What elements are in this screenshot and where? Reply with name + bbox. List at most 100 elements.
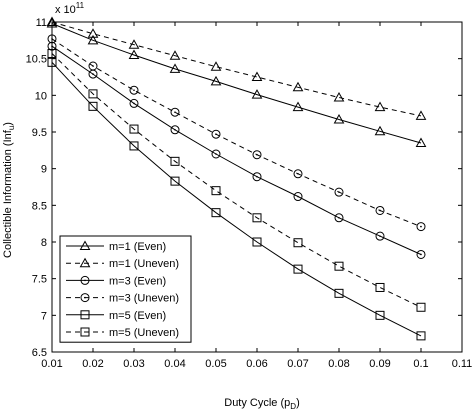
data-point — [375, 282, 385, 292]
data-point — [293, 192, 303, 202]
data-point — [128, 39, 140, 49]
data-point-dot — [297, 195, 299, 198]
data-point — [293, 238, 303, 248]
legend-label: m=3 (Uneven) — [109, 293, 179, 305]
data-point — [169, 50, 181, 60]
y-axis-label-close: ) — [2, 122, 14, 126]
data-point — [375, 310, 385, 320]
x-axis-label-close: ) — [296, 397, 300, 409]
x-tick-label: 0.1 — [413, 358, 428, 370]
series-line — [51, 21, 422, 117]
data-point — [129, 98, 139, 108]
data-point-dot — [338, 217, 340, 219]
data-point — [375, 205, 385, 215]
x-tick-label: 0.07 — [287, 358, 308, 370]
series-2 — [46, 16, 427, 120]
data-point — [211, 149, 221, 159]
data-point — [170, 156, 180, 166]
series-line — [51, 38, 422, 228]
data-point — [170, 176, 180, 186]
x-tick-label: 0.03 — [123, 358, 144, 370]
data-point — [374, 125, 386, 136]
legend-entry: m=3 (Uneven) — [66, 293, 179, 305]
data-point — [415, 110, 427, 120]
data-point — [334, 213, 344, 223]
data-point — [88, 101, 98, 111]
data-point-dot — [420, 253, 422, 256]
data-point — [210, 75, 222, 86]
data-point — [129, 124, 139, 134]
data-point-dot — [338, 191, 340, 193]
data-point — [169, 63, 181, 73]
legend-marker — [80, 275, 90, 285]
y-tick-label: 9.5 — [32, 127, 47, 139]
legend-entry: m=3 (Even) — [66, 275, 166, 287]
data-point — [375, 231, 385, 241]
data-point — [170, 107, 180, 117]
data-point — [128, 49, 140, 59]
data-point — [87, 34, 99, 45]
data-point — [211, 208, 221, 218]
data-point-dot — [51, 45, 53, 47]
data-point — [293, 169, 303, 179]
legend-marker — [80, 327, 90, 337]
data-point — [87, 28, 99, 38]
data-point — [333, 114, 345, 124]
data-point-dot — [133, 102, 135, 105]
data-point — [47, 34, 57, 44]
x-tick-label: 0.02 — [82, 358, 103, 370]
y-multiplier-exponent: 11 — [76, 1, 85, 10]
data-point — [47, 41, 57, 51]
legend-label: m=1 (Uneven) — [109, 258, 179, 270]
data-point — [252, 150, 262, 160]
data-point — [416, 249, 426, 259]
data-point-dot — [133, 89, 135, 91]
data-point — [46, 16, 58, 26]
series-6 — [47, 49, 426, 312]
data-point — [416, 302, 426, 312]
data-point-dot — [379, 235, 381, 237]
legend: m=1 (Even) m=1 (Uneven) m=3 (Even) m=3 (Une… — [59, 235, 192, 343]
data-point — [129, 85, 139, 95]
series-line — [51, 23, 422, 144]
data-point-dot — [379, 209, 381, 212]
y-multiplier-base: x 10 — [55, 4, 76, 16]
data-point — [416, 222, 426, 232]
legend-label: m=5 (Even) — [109, 310, 166, 322]
data-point — [293, 264, 303, 274]
legend-label: m=1 (Even) — [109, 241, 166, 253]
data-point-dot — [174, 111, 176, 113]
data-point-dot — [256, 175, 258, 178]
y-axis-label-sub: u — [7, 126, 16, 130]
legend-label: m=3 (Even) — [109, 275, 166, 287]
y-tick-label: 11 — [36, 17, 47, 29]
y-tick-label: 7.5 — [32, 274, 47, 286]
x-tick-label: 0.08 — [328, 358, 349, 370]
series-5 — [47, 57, 426, 341]
data-point-dot — [92, 73, 94, 75]
data-point-dot — [174, 129, 176, 131]
y-axis-label-main: Collectible Information (Inf — [2, 129, 14, 258]
series-line — [51, 45, 422, 255]
data-point — [251, 71, 263, 81]
data-point — [211, 186, 221, 196]
y-tick-label: 9 — [41, 164, 47, 176]
data-point — [47, 49, 57, 59]
data-point — [88, 89, 98, 99]
data-point-dot — [297, 173, 299, 175]
x-tick-label: 0.09 — [369, 358, 390, 370]
x-tick-label: 0.04 — [164, 358, 185, 370]
legend-entry: m=1 (Even) — [66, 240, 166, 253]
x-tick-label: 0.11 — [452, 358, 473, 370]
series-line — [51, 53, 422, 308]
y-tick-label: 6.5 — [32, 347, 47, 359]
data-point-dot — [256, 153, 258, 156]
legend-marker — [80, 293, 90, 303]
data-point — [416, 331, 426, 341]
data-point — [88, 61, 98, 71]
data-point — [292, 81, 304, 92]
legend-marker — [79, 240, 91, 250]
x-axis-label-sub: D — [290, 402, 296, 411]
legend-marker-dot — [84, 279, 86, 282]
